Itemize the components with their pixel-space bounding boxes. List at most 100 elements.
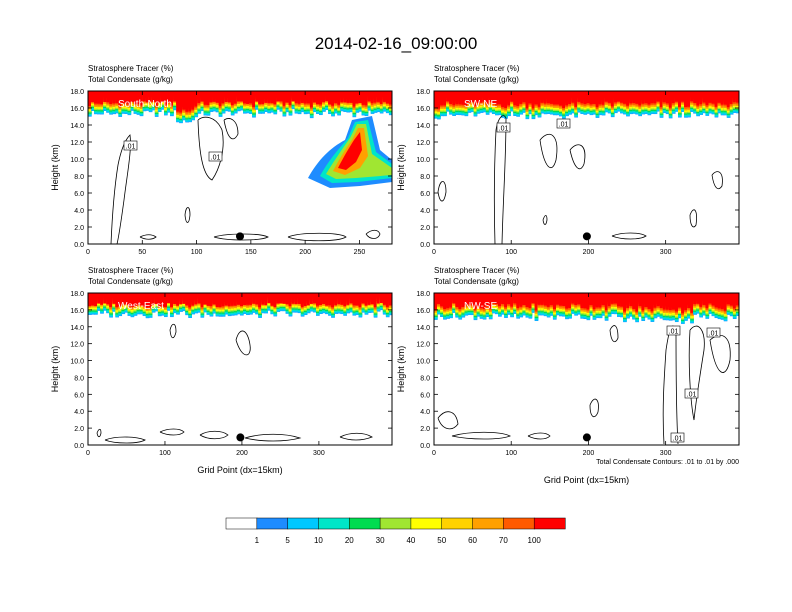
tracer-cap	[276, 293, 281, 304]
tracer-band	[687, 107, 691, 111]
tracer-band	[261, 104, 265, 109]
tracer-band	[592, 307, 597, 311]
x-tick-label: 300	[313, 450, 325, 457]
tracer-cap	[586, 91, 591, 103]
tracer-cap	[176, 293, 180, 306]
tracer-cap	[644, 91, 649, 103]
location-marker	[582, 433, 591, 442]
contour-label-box	[706, 327, 721, 338]
tracer-band	[690, 318, 694, 321]
tracer-cap	[358, 293, 363, 308]
y-axis-label: Height (km)	[396, 346, 406, 393]
panel-label: SW-NE	[464, 99, 497, 110]
tracer-band	[270, 305, 275, 309]
colorbar-swatch	[472, 517, 504, 530]
tracer-cap	[583, 91, 588, 103]
x-axis-label: Grid Point (dx=15km)	[197, 465, 282, 475]
tracer-cap	[264, 91, 268, 103]
tracer-cap	[376, 293, 381, 304]
tracer-cap	[176, 91, 180, 105]
y-tick-label: 16.0	[70, 106, 84, 113]
y-tick-label: 4.0	[420, 409, 430, 416]
y-tick-label: 12.0	[416, 140, 430, 147]
tracer-cap	[552, 91, 557, 104]
tracer-cap	[118, 293, 123, 307]
tracer-cap	[334, 91, 338, 104]
tracer-band	[717, 310, 722, 314]
tracer-cap	[571, 293, 575, 304]
tracer-cap	[240, 293, 244, 307]
panel-3: West-East 0.0 2.0 4.0 6.0 8.0 10.0 12.0 14.0 16.0…	[50, 266, 393, 475]
colorbar: 1 5 10 20 30 40 50 60 70 100	[225, 517, 566, 545]
tracer-band	[261, 103, 265, 107]
tracer-cap	[449, 293, 453, 307]
tracer-band	[127, 306, 132, 309]
tracer-cap	[385, 293, 390, 307]
tracer-cap	[699, 293, 703, 307]
contour-label: .01	[211, 155, 221, 162]
tracer-band	[142, 307, 147, 311]
x-tick-label: 300	[660, 249, 672, 256]
tracer-band	[681, 317, 685, 320]
colorbar-label: 50	[437, 536, 446, 545]
tracer-band	[516, 104, 520, 108]
tracer-band	[491, 101, 496, 106]
tracer-band	[546, 307, 551, 311]
tracer-band	[306, 304, 311, 308]
colorbar-swatch	[441, 517, 474, 530]
tracer-band	[699, 305, 703, 309]
tracer-cap	[246, 91, 250, 104]
tracer-cap	[485, 91, 490, 104]
condensate-contour	[184, 207, 191, 223]
condensate-contour	[437, 181, 447, 202]
tracer-cap	[501, 293, 505, 304]
tracer-cap	[252, 293, 256, 304]
tracer-cap	[261, 91, 265, 104]
tracer-cap	[552, 293, 557, 307]
panels: .01 .01 South-North 0.0 2.0 4.0 6.0 8.0 10.0 12.0…	[50, 64, 740, 485]
condensate-contour	[609, 325, 619, 343]
tracer-cap	[607, 91, 612, 103]
tracer-band	[592, 104, 597, 108]
tracer-cap	[236, 293, 241, 305]
tracer-cap	[328, 91, 332, 105]
tracer-cap	[504, 293, 508, 306]
tracer-cap	[370, 293, 375, 305]
x-tick-label: 300	[660, 450, 672, 457]
tracer-cap	[455, 91, 459, 104]
tracer-cap	[537, 293, 542, 304]
tracer-band	[300, 309, 305, 313]
tracer-cap	[592, 91, 597, 104]
location-marker	[236, 433, 245, 442]
tracer-cap	[693, 293, 697, 304]
tracer-cap	[145, 293, 150, 308]
tracer-band	[191, 305, 195, 309]
tracer-cap	[316, 293, 320, 306]
tracer-cap	[319, 91, 323, 105]
tracer-band	[699, 307, 703, 311]
tracer-cap	[714, 293, 719, 306]
tracer-band	[473, 309, 478, 313]
tracer-band	[635, 312, 639, 316]
tracer-band	[358, 102, 363, 107]
tracer-band	[525, 307, 530, 311]
tracer-cap	[681, 293, 685, 308]
tracer-cap	[519, 293, 524, 306]
tracer-cap	[644, 293, 649, 304]
tracer-cap	[300, 91, 305, 103]
tracer-cap	[696, 91, 700, 104]
tracer-cap	[382, 91, 387, 102]
tracer-cap	[209, 91, 214, 103]
tracer-band	[690, 312, 694, 315]
tracer-cap	[303, 91, 308, 104]
y-tick-label: 0.0	[420, 242, 430, 249]
tracer-cap	[522, 293, 527, 305]
tracer-cap	[571, 91, 575, 102]
tracer-cap	[160, 293, 165, 307]
tracer-cap	[684, 293, 688, 307]
tracer-band	[726, 109, 731, 113]
tracer-cap	[568, 293, 572, 307]
tracer-band	[133, 103, 138, 107]
x-tick-label: 250	[354, 249, 366, 256]
tracer-cap	[528, 293, 533, 306]
